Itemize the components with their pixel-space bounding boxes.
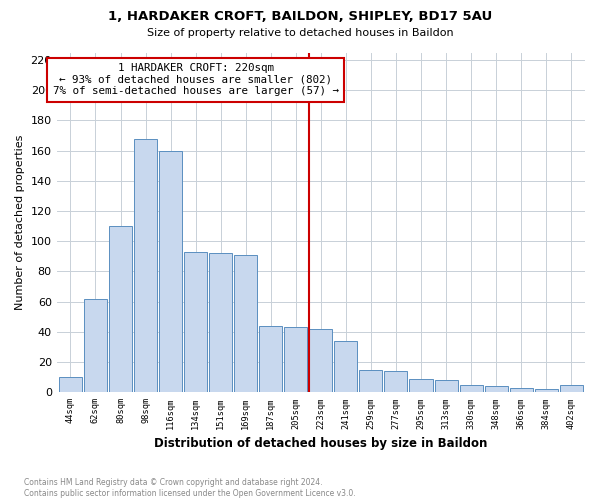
Bar xyxy=(485,386,508,392)
Bar xyxy=(509,388,533,392)
Bar xyxy=(535,390,558,392)
Bar xyxy=(284,328,307,392)
Bar xyxy=(385,371,407,392)
Bar xyxy=(409,378,433,392)
Text: Size of property relative to detached houses in Baildon: Size of property relative to detached ho… xyxy=(146,28,454,38)
Bar xyxy=(434,380,458,392)
Text: 1 HARDAKER CROFT: 220sqm
← 93% of detached houses are smaller (802)
7% of semi-d: 1 HARDAKER CROFT: 220sqm ← 93% of detach… xyxy=(53,63,338,96)
Text: Contains HM Land Registry data © Crown copyright and database right 2024.
Contai: Contains HM Land Registry data © Crown c… xyxy=(24,478,356,498)
Bar xyxy=(259,326,282,392)
Bar xyxy=(109,226,132,392)
Y-axis label: Number of detached properties: Number of detached properties xyxy=(15,134,25,310)
Bar xyxy=(184,252,207,392)
Bar xyxy=(234,255,257,392)
Bar xyxy=(334,341,358,392)
Bar xyxy=(560,385,583,392)
Bar xyxy=(134,138,157,392)
Bar xyxy=(84,298,107,392)
Bar xyxy=(359,370,382,392)
Bar xyxy=(159,150,182,392)
Text: 1, HARDAKER CROFT, BAILDON, SHIPLEY, BD17 5AU: 1, HARDAKER CROFT, BAILDON, SHIPLEY, BD1… xyxy=(108,10,492,23)
Bar xyxy=(310,329,332,392)
Bar xyxy=(209,254,232,392)
Bar xyxy=(460,385,482,392)
Bar xyxy=(59,377,82,392)
X-axis label: Distribution of detached houses by size in Baildon: Distribution of detached houses by size … xyxy=(154,437,488,450)
